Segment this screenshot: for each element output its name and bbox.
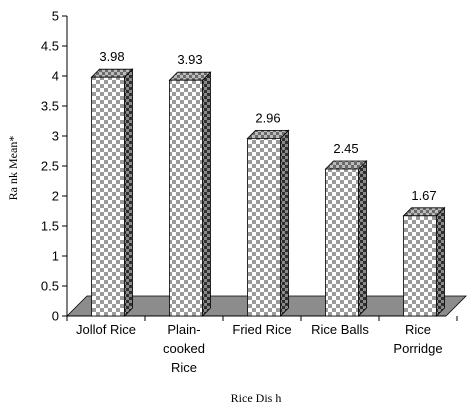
bar-front — [169, 79, 203, 317]
bar — [246, 129, 290, 317]
bar-front — [403, 215, 437, 317]
bar — [90, 68, 134, 317]
y-axis-title: Ra nk Mean* — [6, 136, 20, 201]
y-tick-label: 4 — [52, 69, 59, 84]
x-tick-label: Fried Rice — [232, 322, 291, 337]
y-tick-label: 0 — [52, 309, 59, 324]
x-tick-label: Plain-cooked Rice — [163, 322, 205, 375]
bar — [402, 206, 446, 317]
y-tick-label: 2.5 — [41, 159, 59, 174]
x-tick-label: Rice Porridge — [393, 322, 442, 356]
x-axis-title: Rice Dis h — [231, 391, 282, 405]
y-tick-label: 3 — [52, 129, 59, 144]
bar-side — [280, 129, 289, 317]
data-label: 1.67 — [411, 188, 436, 203]
y-tick-label: 4.5 — [41, 39, 59, 54]
bar-front — [91, 76, 125, 317]
y-tick-label: 3.5 — [41, 99, 59, 114]
bar-side — [124, 68, 133, 317]
bar-front — [247, 137, 281, 317]
bar — [168, 71, 212, 317]
bar-side — [358, 160, 367, 317]
y-tick-label: 2 — [52, 189, 59, 204]
bar-side — [202, 71, 211, 317]
bar — [324, 160, 368, 317]
x-tick-label: Rice Balls — [311, 322, 369, 337]
x-tick-label: Jollof Rice — [76, 322, 136, 337]
data-label: 3.93 — [177, 52, 202, 67]
y-tick-label: 1.5 — [41, 219, 59, 234]
y-tick-label: 5 — [52, 9, 59, 24]
bar-front — [325, 168, 359, 317]
y-tick-label: 0.5 — [41, 279, 59, 294]
data-label: 2.45 — [333, 141, 358, 156]
y-tick-label: 1 — [52, 249, 59, 264]
data-label: 3.98 — [99, 49, 124, 64]
data-label: 2.96 — [255, 110, 280, 125]
bar-side — [436, 206, 445, 317]
